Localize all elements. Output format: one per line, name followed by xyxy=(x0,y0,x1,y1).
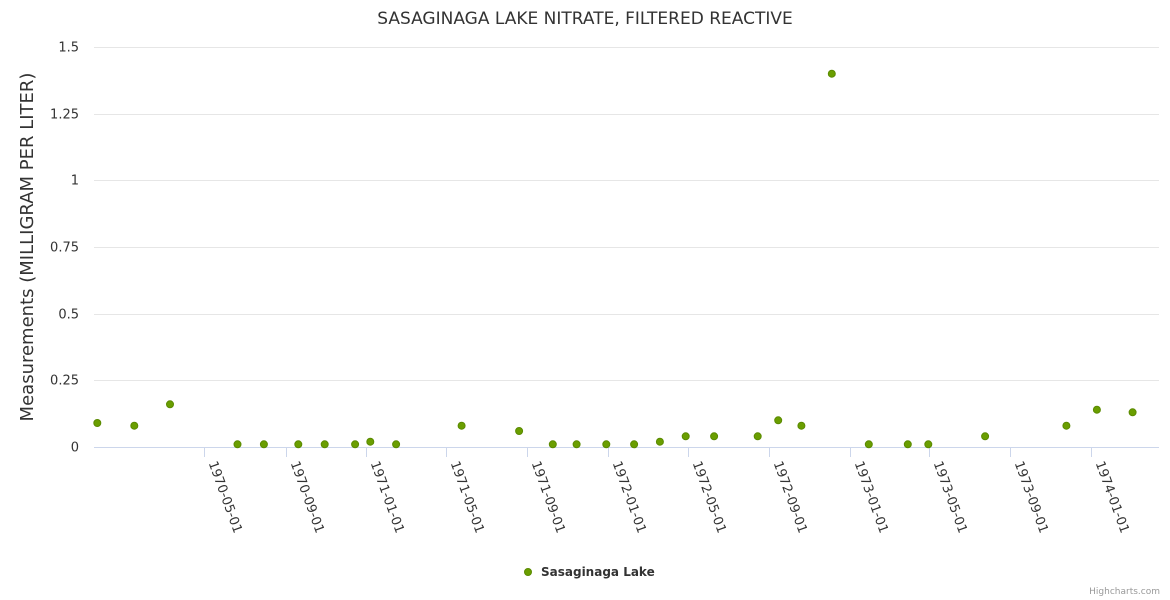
credits-link[interactable]: Highcharts.com xyxy=(1089,587,1160,597)
x-tick-label: 1971-01-01 xyxy=(367,459,407,535)
data-point[interactable] xyxy=(515,427,524,435)
x-tick-label: 1972-05-01 xyxy=(689,459,729,535)
data-point[interactable] xyxy=(259,440,268,449)
data-point[interactable] xyxy=(681,432,690,441)
data-point[interactable] xyxy=(864,440,873,449)
data-point[interactable] xyxy=(392,440,401,449)
data-point[interactable] xyxy=(797,421,806,430)
data-point[interactable] xyxy=(1092,405,1101,414)
x-tick-label: 1973-09-01 xyxy=(1011,459,1051,535)
data-point[interactable] xyxy=(572,440,581,449)
y-tick-label: 0.5 xyxy=(58,308,79,323)
data-point[interactable] xyxy=(93,419,102,427)
y-tick-label: 0.75 xyxy=(50,241,79,256)
data-point[interactable] xyxy=(903,440,912,449)
legend[interactable]: Sasaginaga Lake xyxy=(524,565,655,579)
y-tick-label: 1.25 xyxy=(50,108,79,123)
data-point[interactable] xyxy=(233,440,242,449)
data-point[interactable] xyxy=(1062,421,1071,430)
x-tick-label: 1971-09-01 xyxy=(528,459,568,535)
y-axis-ticks: 0 0.25 0.5 0.75 1 1.25 1.5 xyxy=(50,41,79,456)
series-sasaginaga-lake[interactable] xyxy=(93,69,1170,449)
data-point[interactable] xyxy=(924,440,933,449)
data-point[interactable] xyxy=(827,69,836,78)
legend-marker-icon[interactable] xyxy=(524,568,532,576)
chart-title: SASAGINAGA LAKE NITRATE, FILTERED REACTI… xyxy=(377,9,793,29)
x-tick-label: 1970-05-01 xyxy=(205,459,245,535)
x-axis-ticks: 1970-05-01 1970-09-01 1971-01-01 1971-05-01… xyxy=(204,447,1132,535)
data-point[interactable] xyxy=(710,432,719,441)
x-tick-label: 1971-05-01 xyxy=(447,459,487,535)
y-tick-label: 1.5 xyxy=(58,41,79,56)
x-tick-label: 1972-01-01 xyxy=(609,459,649,535)
data-point[interactable] xyxy=(655,437,664,446)
data-point[interactable] xyxy=(630,440,639,449)
y-tick-label: 0 xyxy=(71,441,79,456)
x-tick-label: 1974-01-01 xyxy=(1092,459,1132,535)
gridlines xyxy=(94,47,1159,381)
data-point[interactable] xyxy=(981,432,990,441)
x-tick-label: 1972-09-01 xyxy=(770,459,810,535)
data-point[interactable] xyxy=(320,440,329,449)
legend-item-sasaginaga-lake[interactable]: Sasaginaga Lake xyxy=(541,565,655,579)
x-tick-label: 1970-09-01 xyxy=(287,459,327,535)
data-point[interactable] xyxy=(294,440,303,449)
data-point[interactable] xyxy=(457,421,466,430)
data-point[interactable] xyxy=(1128,408,1137,417)
y-tick-label: 1 xyxy=(71,174,79,189)
data-point[interactable] xyxy=(774,416,783,425)
data-point[interactable] xyxy=(351,440,360,449)
data-point[interactable] xyxy=(166,400,174,409)
y-tick-label: 0.25 xyxy=(50,374,79,389)
y-axis-label: Measurements (MILLIGRAM PER LITER) xyxy=(17,73,38,422)
data-point[interactable] xyxy=(366,437,375,446)
data-point[interactable] xyxy=(602,440,611,449)
x-tick-label: 1973-01-01 xyxy=(851,459,891,535)
data-point[interactable] xyxy=(548,440,557,449)
data-point[interactable] xyxy=(130,421,139,430)
x-tick-label: 1973-05-01 xyxy=(930,459,970,535)
data-point[interactable] xyxy=(753,432,762,441)
